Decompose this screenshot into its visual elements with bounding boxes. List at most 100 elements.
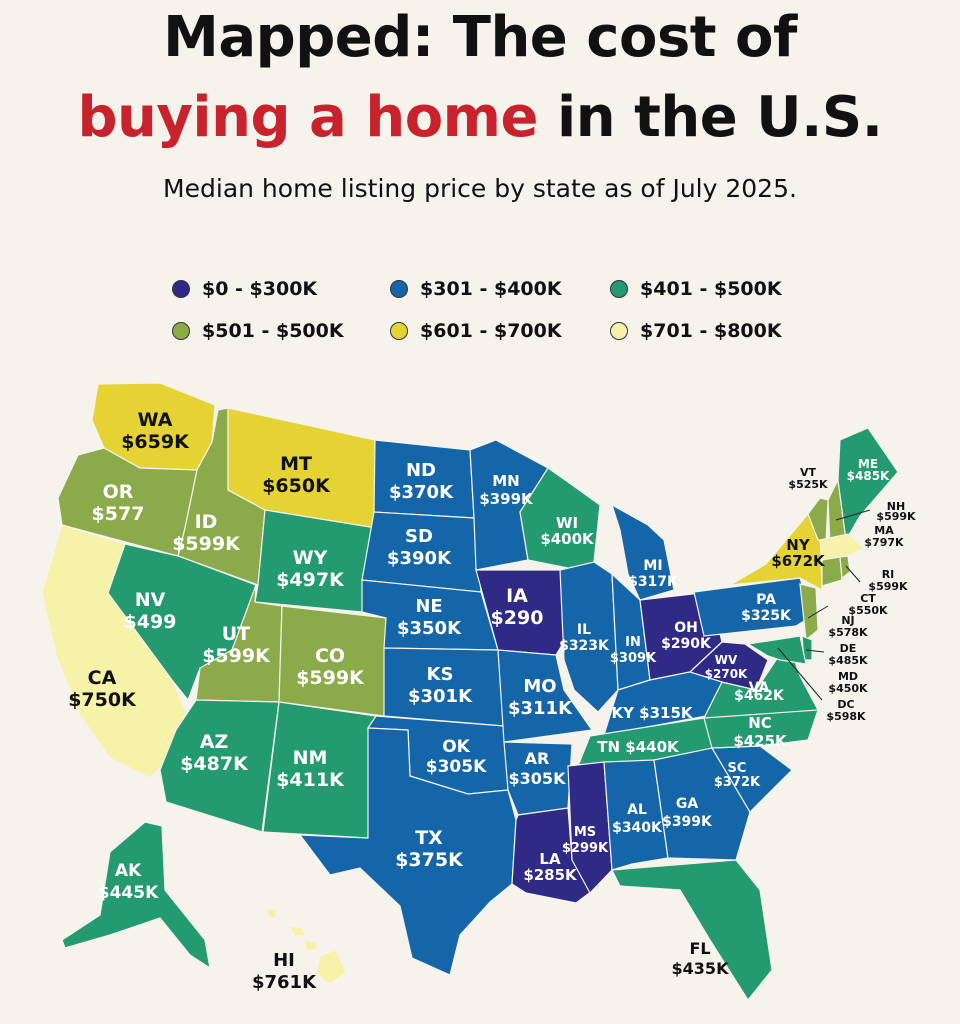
leader-lines	[777, 509, 871, 701]
state-value-de: $485K	[828, 654, 868, 667]
legend-item: $701 - $800K	[610, 314, 782, 348]
state-abbr-or: OR	[103, 481, 134, 503]
legend-swatch	[172, 280, 190, 298]
state-value-tx: $375K	[395, 849, 464, 871]
state-shape-ri	[839, 555, 851, 580]
state-abbr-me: ME	[858, 457, 878, 471]
state-value-oh: $290K	[661, 636, 712, 652]
state-value-nv: $499	[124, 611, 177, 633]
state-abbr-wa: WA	[138, 409, 173, 431]
state-value-md: $450K	[828, 682, 868, 695]
legend-item: $501 - $500K	[172, 314, 344, 348]
legend-item: $301 - $400K	[390, 272, 562, 306]
state-value-me: $485K	[847, 469, 890, 483]
state-abbr-md: MD	[838, 670, 858, 683]
state-value-sc: $372K	[714, 775, 761, 790]
state-shape-ms	[567, 761, 613, 895]
state-abbr-nm: NM	[293, 747, 328, 769]
legend-swatch	[610, 322, 628, 340]
state-abbr-nh: NH	[887, 500, 905, 513]
state-abbr-nd: ND	[406, 460, 436, 481]
state-abbr-ny: NY	[786, 536, 811, 554]
state-abbr-nc: NC	[748, 714, 772, 732]
state-value-ks: $301K	[408, 686, 473, 707]
state-abbr-ri: RI	[882, 568, 895, 581]
state-abbr-vt: VT	[800, 466, 817, 479]
state-abbr-nj: NJ	[841, 614, 854, 627]
state-value-hi: $761K	[252, 972, 317, 993]
state-abbr-co: CO	[315, 645, 345, 667]
state-shape-la	[511, 807, 601, 904]
legend-label: $401 - $500K	[640, 278, 782, 300]
leader-line	[807, 605, 829, 619]
title-line-1: Mapped: The cost of	[163, 5, 797, 70]
state-abbr-ok: OK	[442, 737, 470, 757]
state-value-ar: $305K	[509, 769, 567, 788]
state-abbr-mn: MN	[492, 472, 519, 490]
state-value-ok: $305K	[426, 757, 487, 777]
state-value-ma: $797K	[864, 536, 904, 549]
state-abbr-de: DE	[840, 642, 857, 655]
state-abbr-wv: WV	[715, 653, 738, 667]
subtitle: Median home listing price by state as of…	[163, 174, 797, 203]
state-abbr-oh: OH	[674, 620, 698, 636]
legend-swatch	[610, 280, 628, 298]
state-value-nj: $578K	[828, 626, 868, 639]
state-shape-hi1	[267, 907, 277, 919]
leader-line	[835, 509, 871, 521]
state-abbr-ga: GA	[676, 796, 698, 812]
state-value-sd: $390K	[387, 548, 452, 569]
state-value-or: $577	[92, 503, 145, 525]
state-abbr-al: AL	[627, 802, 647, 818]
state-value-mi: $317K	[628, 574, 679, 590]
state-labels: WA$659KOR$577CA$750KID$599KNV$499MT$650K…	[68, 409, 916, 993]
title-highlight: buying a home	[77, 85, 539, 150]
legend-label: $501 - $500K	[202, 320, 344, 342]
state-abbr-mt: MT	[280, 453, 312, 475]
state-value-fl: $435K	[672, 959, 730, 978]
state-value-ny: $672K	[771, 552, 826, 570]
state-value-mt: $650K	[262, 475, 331, 497]
state-shape-ga	[653, 747, 751, 861]
state-value-in: $309K	[610, 651, 657, 666]
state-abbr-ak: AK	[115, 861, 142, 881]
state-shape-hi2	[289, 925, 307, 937]
state-shape-nj	[799, 583, 819, 642]
state-value-il: $323K	[559, 638, 610, 654]
legend-label: $301 - $400K	[420, 278, 562, 300]
state-abbr-wi: WI	[556, 514, 578, 532]
state-abbr-ut: UT	[222, 623, 250, 645]
state-abbr-ca: CA	[88, 667, 117, 689]
state-abbr-hi: HI	[273, 950, 295, 971]
state-shape-mo	[497, 649, 594, 743]
state-label-ky: KY $315K	[611, 704, 693, 722]
state-label-tn: TN $440K	[597, 738, 680, 756]
state-abbr-in: IN	[625, 635, 641, 650]
state-value-wa: $659K	[121, 431, 190, 453]
legend-swatch	[390, 322, 408, 340]
state-value-ia: $290	[491, 607, 544, 629]
state-abbr-sd: SD	[405, 526, 433, 547]
state-abbr-tx: TX	[415, 827, 443, 849]
state-value-ak: $445K	[98, 883, 159, 903]
state-value-ut: $599K	[202, 645, 271, 667]
legend-label: $701 - $800K	[640, 320, 782, 342]
state-abbr-il: IL	[577, 622, 591, 638]
state-value-ri: $599K	[868, 580, 908, 593]
state-value-wy: $497K	[276, 569, 345, 591]
state-abbr-ms: MS	[574, 825, 596, 840]
state-abbr-nv: NV	[135, 589, 166, 611]
state-shape-tx	[298, 727, 517, 976]
state-abbr-ne: NE	[415, 596, 442, 617]
legend-label: $0 - $300K	[202, 278, 318, 300]
state-abbr-wy: WY	[293, 547, 328, 569]
state-shape-ak	[61, 821, 211, 970]
legend-item: $0 - $300K	[172, 272, 317, 306]
state-abbr-mi: MI	[643, 558, 662, 574]
legend-item: $401 - $500K	[610, 272, 782, 306]
state-value-ct: $550K	[848, 604, 888, 617]
leader-line	[845, 565, 861, 583]
state-value-la: $285K	[523, 866, 578, 884]
legend-item: $601 - $700K	[390, 314, 562, 348]
